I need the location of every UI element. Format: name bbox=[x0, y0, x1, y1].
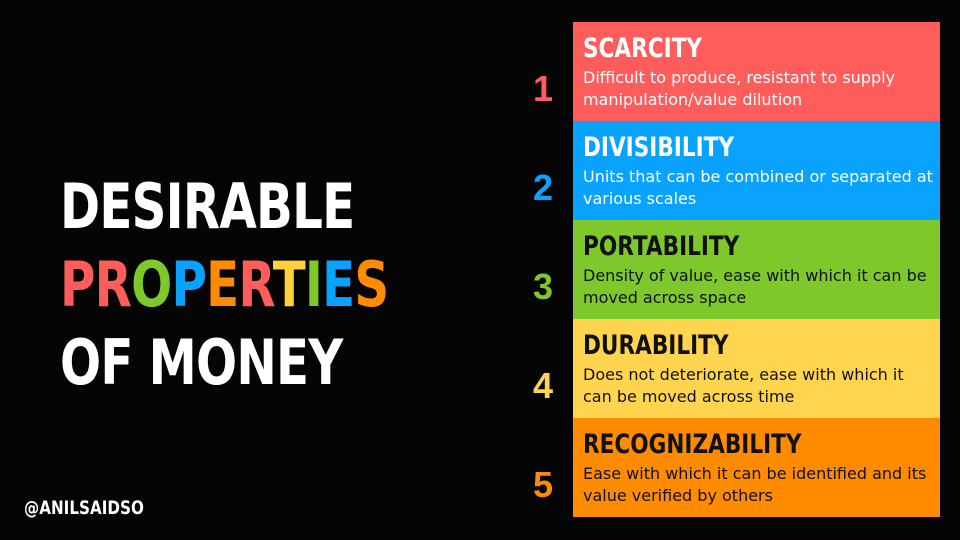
author-handle: @ANILSAIDSO bbox=[24, 497, 144, 519]
title-letter: E bbox=[322, 248, 355, 321]
property-name: DURABILITY bbox=[583, 330, 729, 361]
property-name: SCARCITY bbox=[583, 33, 703, 64]
title-letter: P bbox=[60, 248, 95, 321]
property-number: 2 bbox=[532, 167, 554, 208]
property-description: Density of value, ease with which it can… bbox=[583, 266, 927, 307]
property-name: RECOGNIZABILITY bbox=[583, 429, 802, 460]
property-description: Units that can be combined or separated … bbox=[583, 167, 933, 208]
title-line-1: DESIRABLE bbox=[60, 170, 355, 243]
property-card-durability: DURABILITY Does not deteriorate, ease wit… bbox=[573, 319, 940, 418]
title-line-2: PROPERTIES bbox=[60, 246, 389, 324]
property-number: 4 bbox=[532, 365, 554, 406]
title-letter: S bbox=[354, 248, 389, 321]
title-letter: E bbox=[206, 248, 239, 321]
property-name: PORTABILITY bbox=[583, 231, 740, 262]
title-letter: P bbox=[171, 248, 207, 321]
title-letter: T bbox=[272, 248, 306, 321]
title-letter: I bbox=[304, 248, 323, 321]
title-letter: R bbox=[94, 248, 132, 321]
property-card-recognizability: RECOGNIZABILITY Ease with which it can be… bbox=[573, 418, 940, 517]
property-card-portability: PORTABILITY Density of value, ease with w… bbox=[573, 220, 940, 319]
property-card-divisibility: DIVISIBILITY Units that can be combined o… bbox=[573, 121, 940, 220]
title-letter: R bbox=[238, 248, 273, 321]
property-number: 1 bbox=[532, 68, 554, 109]
property-description: Ease with which it can be identified and… bbox=[583, 464, 927, 505]
title-letter: O bbox=[131, 248, 172, 321]
property-name: DIVISIBILITY bbox=[583, 132, 734, 163]
property-description: Difficult to produce, resistant to suppl… bbox=[583, 68, 896, 109]
title-line-3: OF MONEY bbox=[60, 326, 343, 399]
property-card-scarcity: SCARCITY Difficult to produce, resistant … bbox=[573, 22, 940, 121]
property-description: Does not deteriorate, ease with which it… bbox=[583, 365, 904, 406]
property-number: 5 bbox=[532, 464, 554, 505]
property-number: 3 bbox=[532, 266, 554, 307]
slide-title: DESIRABLE PROPERTIES OF MONEY bbox=[60, 168, 389, 402]
